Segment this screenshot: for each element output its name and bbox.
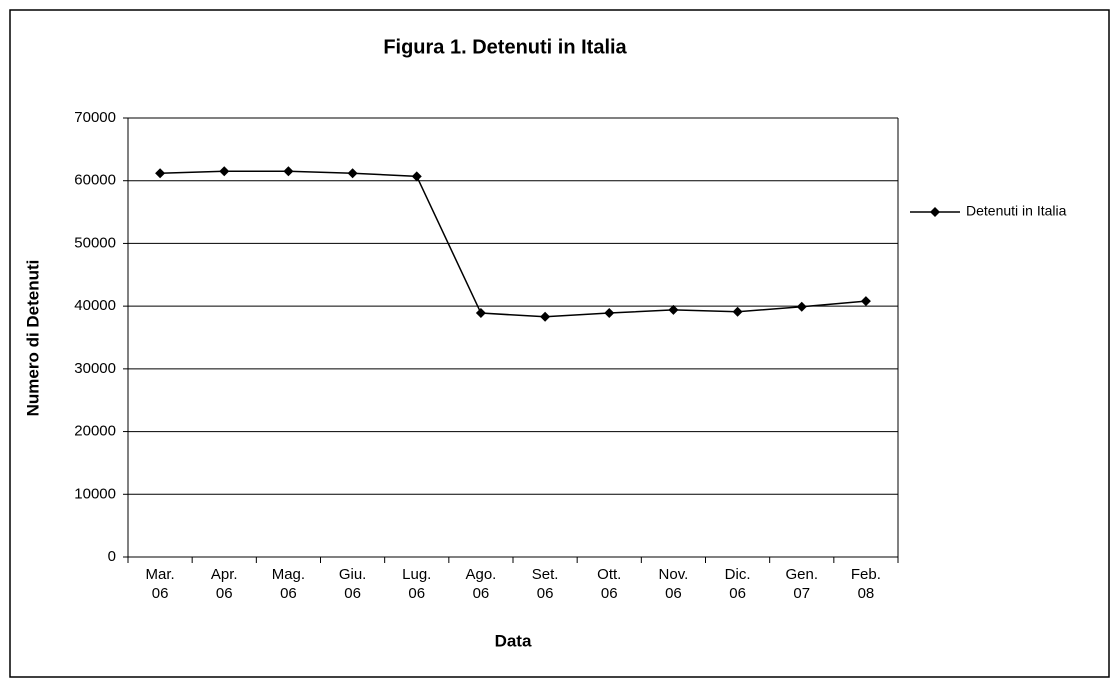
y-tick-label: 70000 — [74, 109, 116, 126]
y-tick-label: 10000 — [74, 485, 116, 502]
y-tick-label: 0 — [108, 548, 116, 565]
x-tick-label: Set. 06 — [531, 566, 559, 602]
chart-title: Figura 1. Detenuti in Italia — [383, 36, 627, 58]
y-tick-label: 40000 — [74, 297, 116, 314]
data-point — [796, 301, 807, 312]
x-tick-label: Giu. 06 — [338, 566, 367, 602]
x-axis-label: Data — [495, 631, 532, 650]
legend-marker — [930, 207, 940, 217]
x-tick-label: Feb. 08 — [850, 566, 881, 602]
x-tick-label: Gen. 07 — [785, 566, 819, 602]
x-tick-label: Ott. 06 — [597, 566, 622, 602]
chart-border — [9, 9, 1110, 678]
y-tick-label: 50000 — [74, 234, 116, 251]
data-point — [219, 166, 230, 177]
data-line — [160, 170, 866, 318]
data-point — [155, 168, 166, 179]
x-tick-label: Lug. 06 — [402, 566, 432, 602]
x-tick-label: Nov. 06 — [658, 566, 689, 602]
data-point — [411, 171, 422, 182]
x-tick-label: Apr. 06 — [210, 566, 238, 602]
x-tick-label: Dic. 06 — [724, 566, 751, 602]
y-tick-label: 20000 — [74, 423, 116, 440]
legend-label: Detenuti in Italia — [966, 203, 1067, 219]
data-point — [283, 166, 294, 177]
data-point — [540, 311, 551, 322]
y-tick-label: 60000 — [74, 172, 116, 189]
data-point — [475, 308, 486, 319]
y-tick-label: 30000 — [74, 360, 116, 377]
x-tick-label: Mar. 06 — [145, 566, 175, 602]
x-tick-label: Ago. 06 — [465, 566, 497, 602]
data-point — [347, 168, 358, 179]
y-axis-label: Numero di Detenuti — [23, 260, 42, 417]
data-point — [860, 296, 871, 307]
data-point — [604, 308, 615, 319]
data-point — [732, 306, 743, 317]
x-tick-label: Mag. 06 — [271, 566, 306, 602]
data-point — [668, 304, 679, 315]
